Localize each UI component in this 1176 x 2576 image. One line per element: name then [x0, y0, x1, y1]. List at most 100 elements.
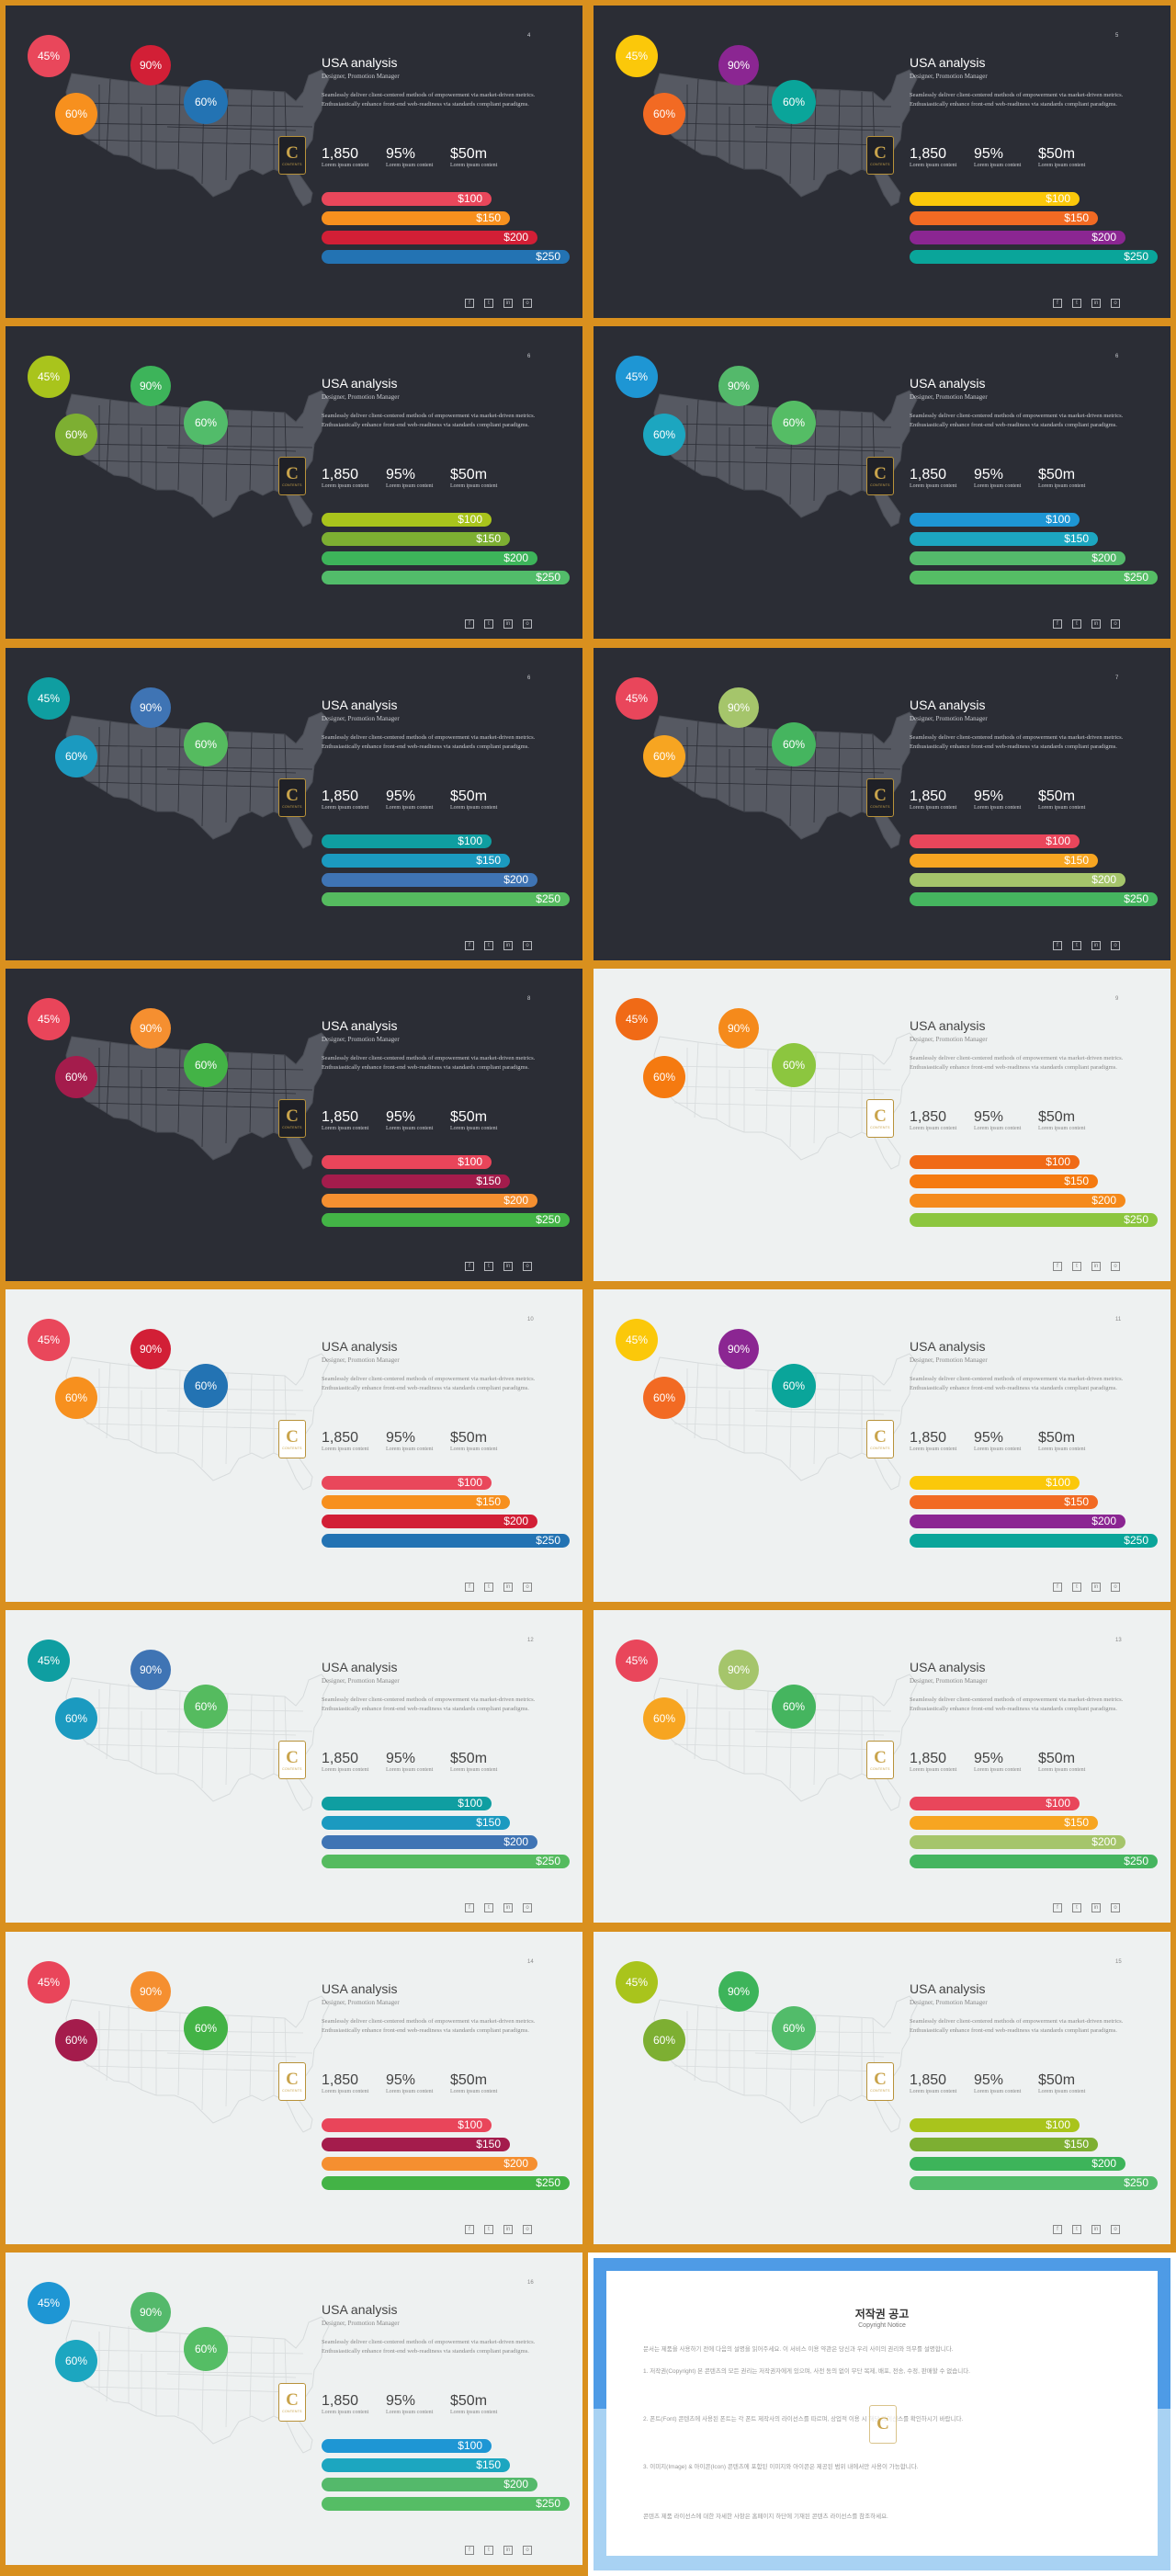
percentage-bubble: 90% — [130, 2292, 171, 2332]
facebook-icon[interactable]: f — [465, 619, 474, 629]
slide-subtitle: Designer, Promotion Manager — [910, 1036, 988, 1043]
stat-label: Lorem ipsum content — [322, 2410, 369, 2415]
twitter-icon[interactable]: t — [484, 2225, 493, 2234]
brand-logo: C CONTENTS — [278, 457, 306, 495]
twitter-icon[interactable]: t — [484, 1903, 493, 1912]
percentage-bubble: 45% — [28, 356, 70, 398]
copyright-paragraph: 콘텐츠 제품 라이선스에 대한 자세한 사항은 홈페이지 하단에 기재된 콘텐츠… — [643, 2514, 888, 2520]
instagram-icon[interactable]: o — [1111, 1262, 1120, 1271]
stat-block: 95% Lorem ipsum content — [386, 789, 433, 811]
page-number: 13 — [1115, 1638, 1122, 1643]
facebook-icon[interactable]: f — [1053, 1583, 1062, 1592]
linkedin-icon[interactable]: in — [503, 1262, 513, 1271]
instagram-icon[interactable]: o — [523, 1903, 532, 1912]
page-number: 16 — [527, 2280, 534, 2286]
linkedin-icon[interactable]: in — [1091, 299, 1101, 308]
logo-letter: C — [286, 786, 299, 805]
instagram-icon[interactable]: o — [523, 941, 532, 950]
facebook-icon[interactable]: f — [465, 1262, 474, 1271]
slide: 8 45% 90% 60% 60% C CONTENTS USA analysis Design… — [6, 969, 582, 1281]
linkedin-icon[interactable]: in — [503, 941, 513, 950]
facebook-icon[interactable]: f — [1053, 2225, 1062, 2234]
facebook-icon[interactable]: f — [1053, 1903, 1062, 1912]
facebook-icon[interactable]: f — [1053, 619, 1062, 629]
brand-logo: C CONTENTS — [278, 1099, 306, 1138]
stat-block: 1,850 Lorem ipsum content — [322, 789, 368, 811]
linkedin-icon[interactable]: in — [1091, 941, 1101, 950]
instagram-icon[interactable]: o — [523, 619, 532, 629]
stat-block: 95% Lorem ipsum content — [386, 2072, 433, 2094]
stat-label: Lorem ipsum content — [322, 2089, 369, 2094]
instagram-icon[interactable]: o — [1111, 1583, 1120, 1592]
twitter-icon[interactable]: t — [484, 1583, 493, 1592]
logo-text: CONTENTS — [282, 483, 302, 487]
instagram-icon[interactable]: o — [523, 299, 532, 308]
percentage-bubble: 45% — [616, 998, 658, 1040]
twitter-icon[interactable]: t — [1072, 2225, 1081, 2234]
facebook-icon[interactable]: f — [465, 941, 474, 950]
twitter-icon[interactable]: t — [484, 299, 493, 308]
instagram-icon[interactable]: o — [523, 1583, 532, 1592]
twitter-icon[interactable]: t — [484, 2546, 493, 2555]
twitter-icon[interactable]: t — [1072, 941, 1081, 950]
twitter-icon[interactable]: t — [484, 619, 493, 629]
stat-label: Lorem ipsum content — [910, 1767, 957, 1773]
instagram-icon[interactable]: o — [1111, 2225, 1120, 2234]
instagram-icon[interactable]: o — [523, 2546, 532, 2555]
stat-label: Lorem ipsum content — [450, 2089, 498, 2094]
linkedin-icon[interactable]: in — [1091, 2225, 1101, 2234]
instagram-icon[interactable]: o — [523, 1262, 532, 1271]
linkedin-icon[interactable]: in — [1091, 1903, 1101, 1912]
slide-subtitle: Designer, Promotion Manager — [322, 393, 400, 401]
stat-block: 95% Lorem ipsum content — [386, 146, 433, 168]
instagram-icon[interactable]: o — [1111, 1903, 1120, 1912]
logo-text: CONTENTS — [870, 483, 890, 487]
facebook-icon[interactable]: f — [1053, 299, 1062, 308]
logo-letter: C — [286, 2070, 299, 2089]
twitter-icon[interactable]: t — [484, 1262, 493, 1271]
stat-label: Lorem ipsum content — [322, 805, 369, 811]
percentage-bubble: 45% — [28, 998, 70, 1040]
value-bar: $250 — [322, 1213, 570, 1227]
facebook-icon[interactable]: f — [465, 299, 474, 308]
stat-block: 1,850 Lorem ipsum content — [322, 2072, 368, 2094]
linkedin-icon[interactable]: in — [1091, 619, 1101, 629]
linkedin-icon[interactable]: in — [503, 1903, 513, 1912]
twitter-icon[interactable]: t — [1072, 1583, 1081, 1592]
twitter-icon[interactable]: t — [1072, 1262, 1081, 1271]
linkedin-icon[interactable]: in — [503, 2225, 513, 2234]
logo-text: CONTENTS — [282, 2089, 302, 2093]
linkedin-icon[interactable]: in — [503, 619, 513, 629]
twitter-icon[interactable]: t — [1072, 299, 1081, 308]
linkedin-icon[interactable]: in — [1091, 1583, 1101, 1592]
stat-value: 95% — [386, 1109, 416, 1125]
facebook-icon[interactable]: f — [465, 2225, 474, 2234]
linkedin-icon[interactable]: in — [503, 1583, 513, 1592]
stat-block: $50m Lorem ipsum content — [450, 1109, 497, 1131]
instagram-icon[interactable]: o — [523, 2225, 532, 2234]
percentage-bubble: 60% — [772, 401, 816, 445]
twitter-icon[interactable]: t — [484, 941, 493, 950]
facebook-icon[interactable]: f — [465, 1903, 474, 1912]
twitter-icon[interactable]: t — [1072, 1903, 1081, 1912]
linkedin-icon[interactable]: in — [503, 2546, 513, 2555]
facebook-icon[interactable]: f — [1053, 941, 1062, 950]
value-bar: $200 — [322, 1835, 537, 1849]
value-bar: $200 — [910, 231, 1125, 244]
instagram-icon[interactable]: o — [1111, 619, 1120, 629]
instagram-icon[interactable]: o — [1111, 941, 1120, 950]
facebook-icon[interactable]: f — [465, 1583, 474, 1592]
percentage-bubble: 45% — [616, 1640, 658, 1682]
linkedin-icon[interactable]: in — [503, 299, 513, 308]
stat-value: 1,850 — [322, 2072, 359, 2088]
facebook-icon[interactable]: f — [1053, 1262, 1062, 1271]
twitter-icon[interactable]: t — [1072, 619, 1081, 629]
instagram-icon[interactable]: o — [1111, 299, 1120, 308]
slide-title: USA analysis — [910, 1339, 986, 1354]
brand-logo: C CONTENTS — [866, 1741, 894, 1779]
linkedin-icon[interactable]: in — [1091, 1262, 1101, 1271]
facebook-icon[interactable]: f — [465, 2546, 474, 2555]
slide-description: Seamlessly deliver client-centered metho… — [322, 2018, 536, 2034]
stat-block: 95% Lorem ipsum content — [386, 1430, 433, 1452]
copyright-paragraph: 2. 폰트(Font) 콘텐츠에 사용된 폰트는 각 폰트 제작사의 라이선스를… — [643, 2416, 964, 2423]
